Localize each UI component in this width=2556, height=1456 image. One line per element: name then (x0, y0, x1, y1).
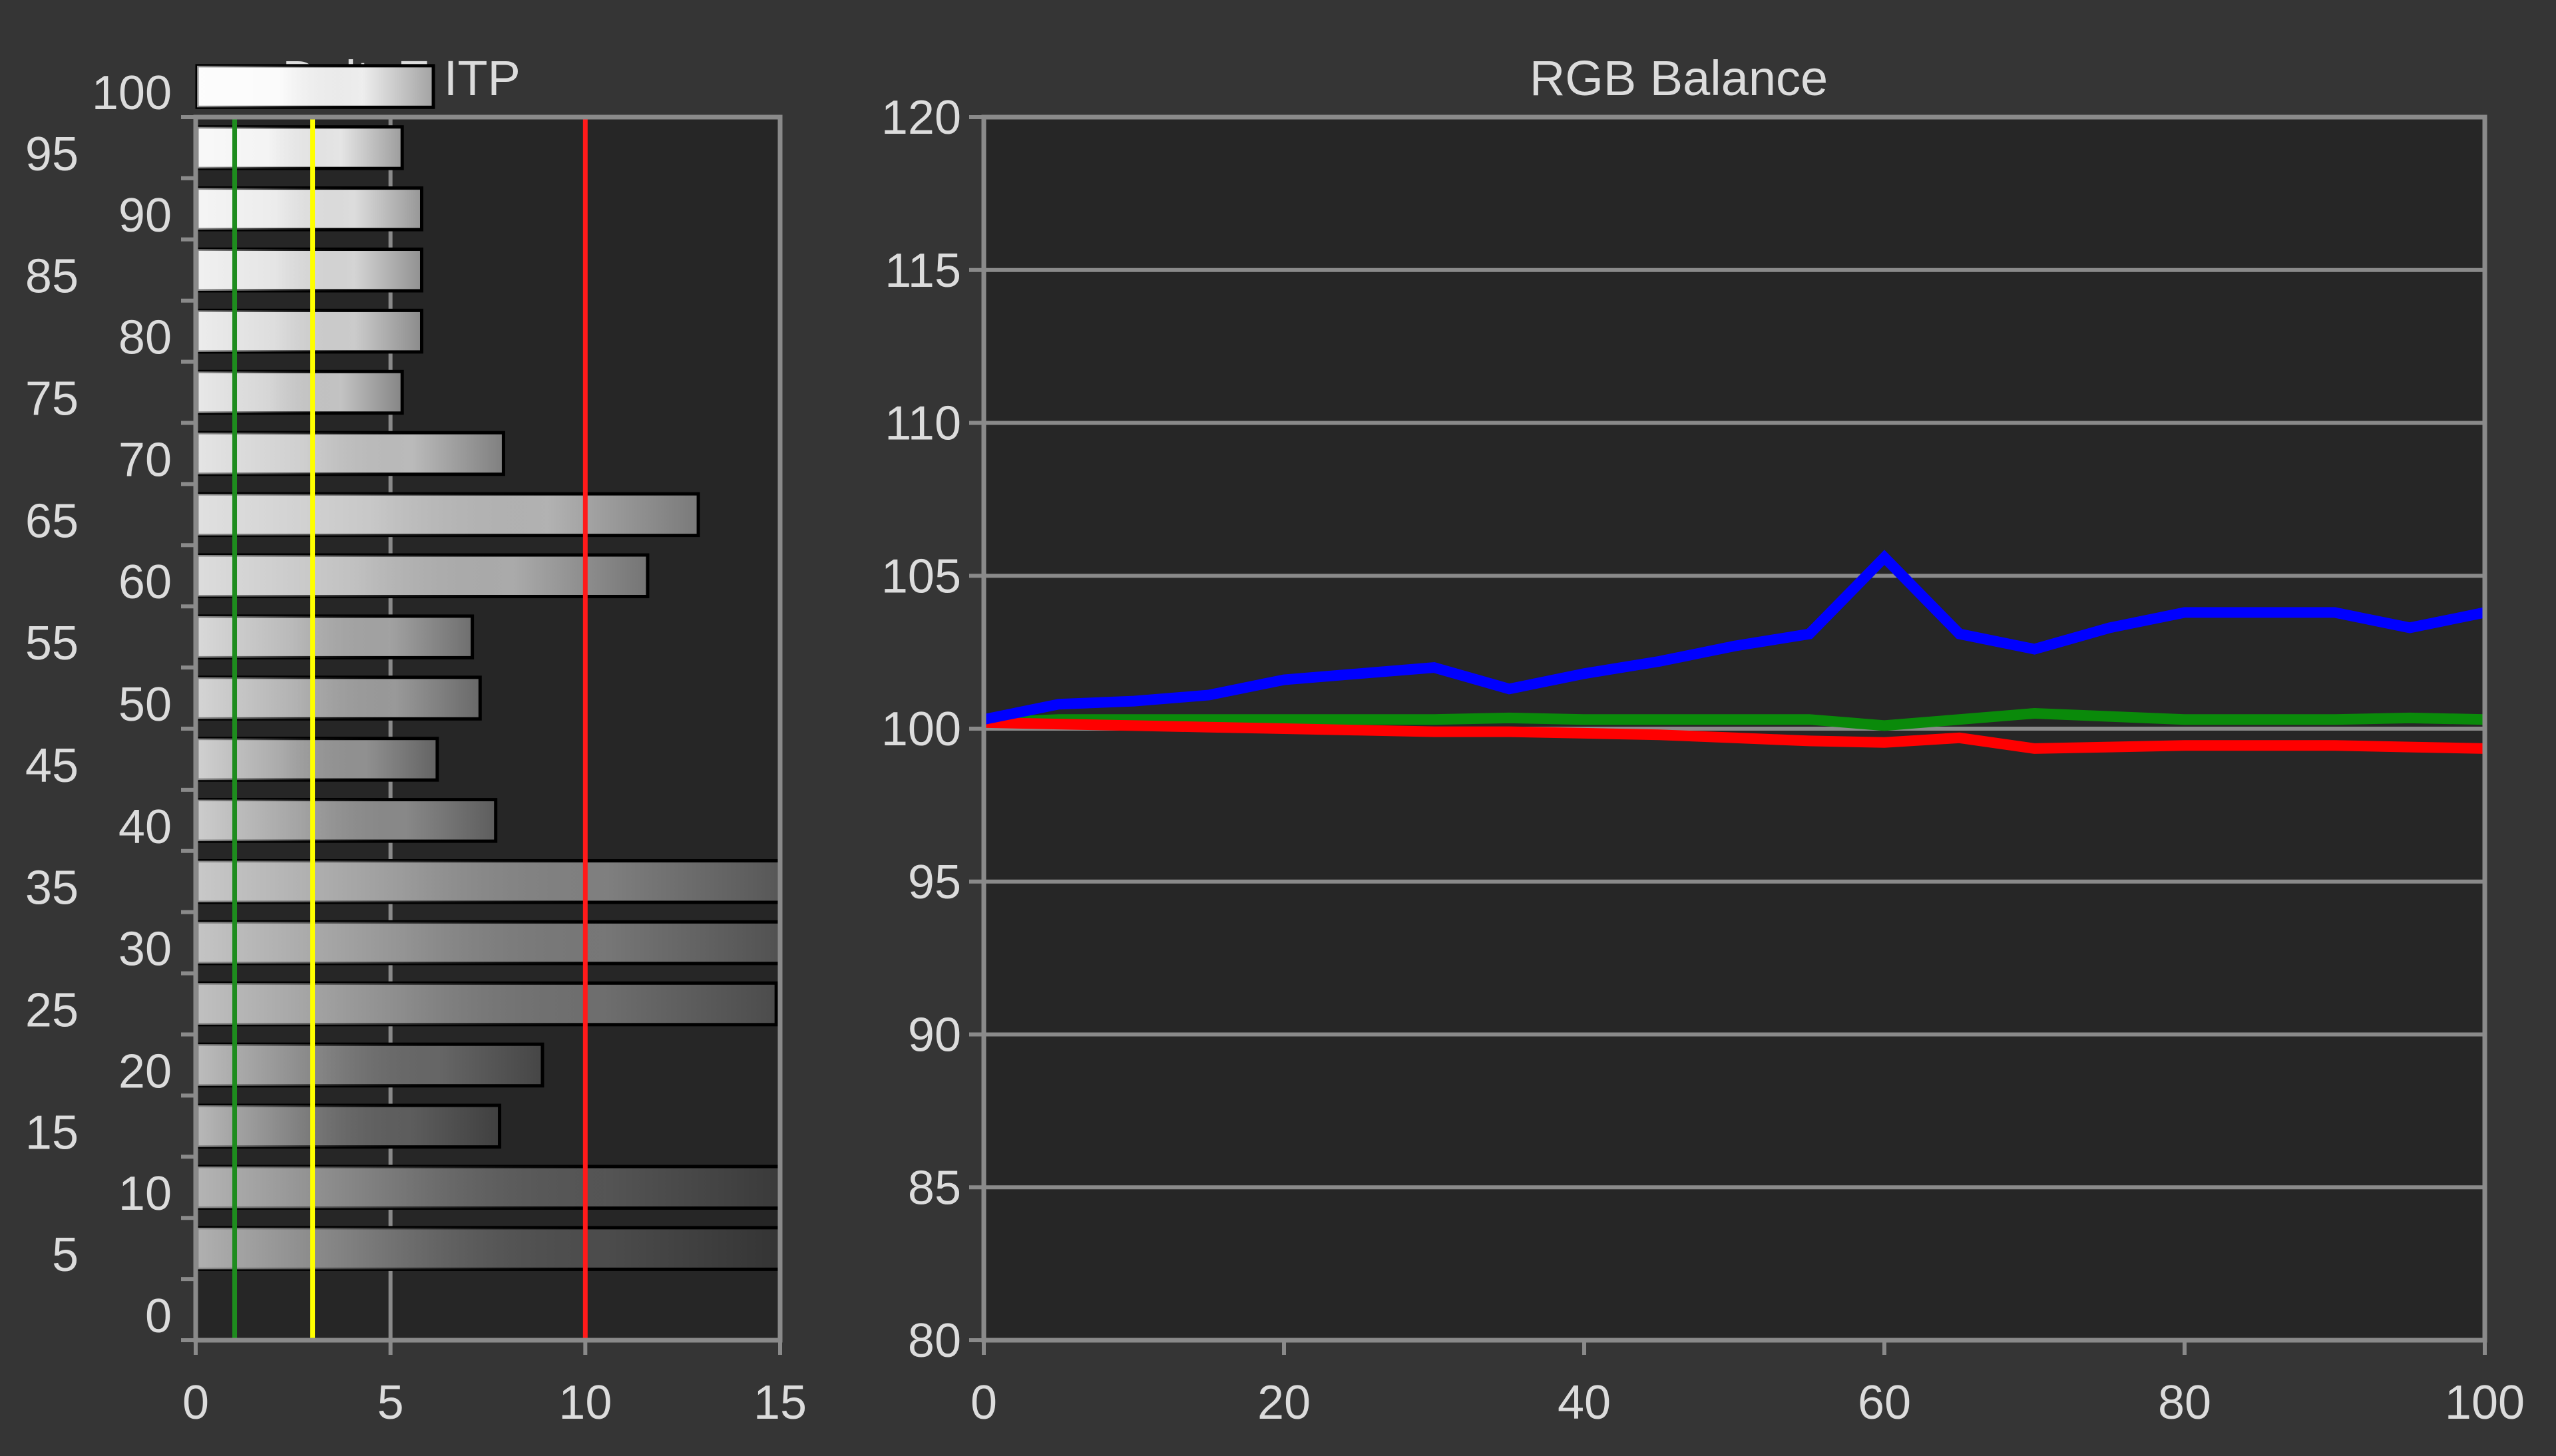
rgb-x-axis: 0 20 40 60 80 100 (970, 1340, 2525, 1429)
deltae-bar-shading (197, 433, 504, 474)
deltae-y-tick-label: 0 (145, 1290, 172, 1343)
deltae-bar-shading (197, 1044, 542, 1086)
rgb-y-tick-label: 95 (908, 856, 961, 909)
deltae-bar-shading (197, 983, 777, 1025)
deltae-bars (195, 64, 782, 1271)
rgb-y-tick-label: 120 (881, 91, 961, 144)
deltae-y-tick-label: 5 (52, 1228, 79, 1282)
rgb-x-tick-label: 20 (1257, 1376, 1311, 1429)
rgb-title: RGB Balance (1530, 51, 1828, 106)
deltae-y-tick-label: 20 (118, 1045, 172, 1098)
deltae-x-tick-label: 5 (377, 1376, 404, 1429)
deltae-bar-shading (197, 1227, 780, 1270)
deltae-y-axis: 0 5 10 15 20 25 30 35 40 45 50 55 60 65 70 75 80 85 90 9510… (25, 67, 196, 1343)
deltae-bar-shading (197, 922, 780, 964)
rgb-gridlines (984, 268, 2485, 1190)
deltae-y-tick-label: 65 (25, 494, 79, 548)
deltae-y-tick-label: 70 (118, 433, 172, 486)
rgb-series-blue (982, 550, 2486, 725)
deltae-threshold-lines (232, 117, 588, 1340)
deltae-x-tick-label: 0 (182, 1376, 209, 1429)
deltae-y-tick-label: 35 (25, 862, 79, 915)
deltae-y-tick-label: 45 (25, 739, 79, 793)
deltae-y-tick-label: 85 (25, 250, 79, 303)
deltae-bar-shading (197, 738, 437, 781)
deltae-y-tick-label: 15 (25, 1106, 79, 1159)
deltae-y-tick-label: 100 (92, 67, 172, 120)
rgb-y-tick-label: 105 (881, 550, 961, 603)
deltae-bar-shading (197, 249, 422, 291)
deltae-bar-shading (197, 677, 481, 719)
deltae-y-tick-label: 50 (118, 678, 172, 731)
deltae-y-tick-label: 95 (25, 128, 79, 181)
rgb-x-tick-label: 40 (1558, 1376, 1611, 1429)
deltae-y-tick-label: 40 (118, 801, 172, 854)
deltae-bar-shading (197, 65, 434, 108)
rgb-x-tick-label: 100 (2445, 1376, 2525, 1429)
rgb-y-tick-label: 115 (885, 244, 961, 297)
deltae-y-tick-label: 25 (25, 984, 79, 1037)
rgb-x-tick-label: 0 (970, 1376, 997, 1429)
deltae-y-tick-label: 30 (118, 923, 172, 976)
deltae-bar-shading (197, 310, 422, 352)
rgb-series-red (983, 717, 2485, 754)
deltae-y-tick-label: 90 (118, 189, 172, 242)
deltae-bar-shading (197, 371, 403, 413)
deltae-x-tick-label: 15 (753, 1376, 807, 1429)
rgb-y-axis: 80 85 90 95 100 105 110 115 120 (881, 91, 984, 1367)
rgb-y-tick-label: 80 (908, 1314, 961, 1367)
deltae-bar-shading (197, 1105, 500, 1147)
deltae-bar-shading (197, 799, 496, 842)
rgb-y-tick-label: 100 (881, 703, 961, 756)
rgb-x-tick-label: 60 (1858, 1376, 1911, 1429)
deltae-plot-area (196, 117, 780, 1340)
deltae-x-tick-label: 10 (558, 1376, 612, 1429)
deltae-y-tick-label: 10 (118, 1167, 172, 1220)
rgb-y-tick-label: 110 (885, 397, 961, 451)
deltae-bar-shading (197, 616, 473, 658)
deltae-bar-shading (197, 188, 422, 230)
rgb-x-tick-label: 80 (2158, 1376, 2211, 1429)
deltae-y-tick-label: 55 (25, 617, 79, 670)
rgb-series (982, 550, 2486, 754)
rgb-y-tick-label: 85 (908, 1161, 961, 1214)
deltae-bar-shading (197, 555, 648, 597)
rgb-y-tick-label: 90 (908, 1009, 961, 1062)
deltae-x-axis: 0 5 10 15 (182, 1340, 807, 1429)
deltae-y-tick-label: 80 (118, 311, 172, 365)
deltae-bar-shading (197, 1167, 780, 1208)
rgb-chart: RGB Balance 0 20 40 60 80 100 80 85 90 95 100 105 1… (881, 51, 2525, 1429)
deltae-y-tick-label: 60 (118, 556, 172, 609)
deltae-bar-shading (197, 860, 780, 902)
rgb-series-green (983, 707, 2485, 731)
deltae-y-tick-label: 75 (25, 373, 79, 426)
deltae-bar-shading (197, 126, 403, 169)
deltae-bar-shading (197, 494, 699, 536)
